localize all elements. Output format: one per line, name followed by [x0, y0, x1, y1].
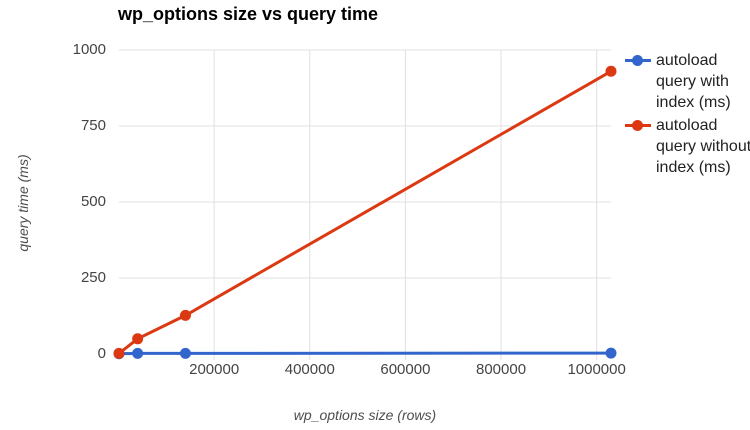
legend-item: autoload query without index (ms)	[625, 115, 750, 178]
x-tick-label: 200000	[189, 361, 240, 378]
data-point	[132, 333, 144, 345]
chart-title: wp_options size vs query time	[118, 4, 379, 24]
data-point	[179, 309, 191, 321]
x-axis-title: wp_options size (rows)	[293, 407, 437, 423]
data-point	[179, 347, 191, 359]
legend-marker-dot	[632, 55, 643, 66]
legend-marker-dot	[632, 120, 643, 131]
legend-item: autoload query with index (ms)	[625, 50, 750, 113]
x-tick-label: 600000	[380, 361, 431, 378]
data-point	[605, 347, 617, 359]
x-tick-label: 800000	[475, 361, 527, 378]
y-tick-label: 1000	[72, 41, 106, 58]
y-tick-label: 500	[80, 193, 106, 210]
data-point	[113, 347, 125, 359]
series-line	[118, 351, 612, 356]
data-point	[605, 65, 617, 77]
y-axis-title: query time (ms)	[15, 154, 31, 252]
series-marker-icon	[625, 115, 651, 136]
y-tick-label: 0	[97, 345, 106, 362]
legend-item-label: autoload query without index (ms)	[656, 117, 750, 176]
y-tick-label: 250	[80, 269, 106, 286]
data-point	[132, 347, 144, 359]
series-marker-icon	[625, 50, 651, 71]
y-tick-label: 750	[80, 117, 106, 134]
legend-item-label: autoload query with index (ms)	[656, 52, 731, 111]
legend: autoload query with index (ms) autoload q…	[625, 50, 750, 180]
series-line	[118, 69, 612, 355]
x-tick-label: 400000	[284, 361, 335, 378]
x-tick-label: 1000000	[567, 361, 626, 378]
